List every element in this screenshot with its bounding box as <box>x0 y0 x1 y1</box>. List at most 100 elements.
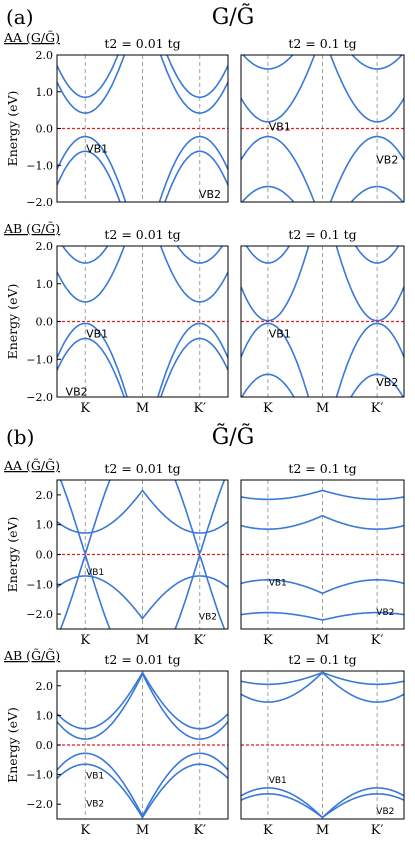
x-tick-label: M <box>316 633 329 648</box>
y-tick-label: −2.0 <box>26 608 53 621</box>
band-annotation: VB1 <box>269 328 291 341</box>
panel-6: t2 = 0.1 tg VB1 VB2 K M K′ <box>240 461 405 648</box>
panel-title: t2 = 0.1 tg <box>288 227 356 242</box>
panel-title: t2 = 0.1 tg <box>288 652 356 667</box>
x-tick-label: K′ <box>193 633 206 648</box>
panel-frame <box>240 670 405 820</box>
panel-title: t2 = 0.1 tg <box>288 36 356 51</box>
bands <box>57 55 228 202</box>
band-valence-3 <box>241 135 404 202</box>
band-annotation: VB2 <box>376 807 394 817</box>
band-conduction-2 <box>245 246 400 264</box>
band-annotation: VB1 <box>269 121 291 134</box>
x-tick-label: K′ <box>371 401 384 416</box>
panel-title: t2 = 0.01 tg <box>104 652 180 667</box>
section-a-label: (a) <box>6 5 34 29</box>
x-tick-label: M <box>136 633 149 648</box>
y-tick-label: 2.0 <box>36 489 54 502</box>
band-valence-3 <box>241 578 404 595</box>
x-tick-label: K′ <box>371 633 384 648</box>
panel-3: t2 = 0.01 tg VB1 VB2 2.0 1.0 0.0 −1.0 −2.0 Energ… <box>3 221 229 416</box>
x-tick-label: K′ <box>193 823 206 838</box>
band-annotation: VB1 <box>269 776 287 786</box>
x-tick-label: K <box>263 633 273 648</box>
band-conduction-1 <box>57 489 228 534</box>
y-axis-label: Energy (eV) <box>5 91 20 167</box>
band-valence-4 <box>241 373 404 397</box>
band-valence-3 <box>57 322 228 397</box>
row-label: AB (G̃/G̃) <box>3 648 60 663</box>
panel-frame <box>240 54 405 203</box>
band-annotation: VB2 <box>376 608 394 618</box>
y-tick-label: 2.0 <box>36 680 54 693</box>
band-crossing-3 <box>59 553 226 629</box>
band-conduction-2 <box>61 246 224 264</box>
band-valence-4 <box>241 185 404 202</box>
y-tick-label: 2.0 <box>36 49 54 62</box>
band-conduction-1 <box>57 246 228 303</box>
x-tick-label: K′ <box>371 823 384 838</box>
band-annotation: VB1 <box>86 328 108 341</box>
y-tick-label: 2.0 <box>36 240 54 253</box>
y-tick-label: 1.0 <box>36 86 54 99</box>
band-annotation: VB1 <box>86 143 108 156</box>
y-tick-label: 0.0 <box>36 739 54 752</box>
band-annotation: VB1 <box>86 772 104 782</box>
band-annotation: VB1 <box>86 568 104 578</box>
bands <box>241 489 404 621</box>
band-conduction-2 <box>242 55 403 70</box>
section-b-title: G̃/G̃ <box>212 424 255 450</box>
panel-title: t2 = 0.01 tg <box>104 461 180 476</box>
panel-1: t2 = 0.01 tg VB1 VB2 2.0 1.0 0.0 −1.0 −2.0 Energ… <box>3 30 229 209</box>
band-annotation: VB2 <box>376 376 398 389</box>
x-tick-label: K <box>263 401 273 416</box>
panel-frame <box>240 245 405 398</box>
x-tick-label: K′ <box>193 401 206 416</box>
row-label: AA (G̃/G̃) <box>3 458 60 473</box>
y-axis-label: Energy (eV) <box>5 284 20 360</box>
panel-4: t2 = 0.1 tg VB1 VB2 K M K′ <box>240 227 405 416</box>
band-annotation: VB2 <box>86 800 104 810</box>
x-tick-label: M <box>316 823 329 838</box>
bands <box>57 671 228 819</box>
y-tick-label: −2.0 <box>26 196 53 209</box>
y-tick-label: 0.0 <box>36 123 54 136</box>
row-label: AB (G/G̃) <box>3 221 60 236</box>
band-valence-4 <box>57 575 228 620</box>
band-annotation: VB2 <box>199 613 217 623</box>
band-annotation: VB2 <box>376 154 398 167</box>
y-axis-label: Energy (eV) <box>5 707 20 783</box>
row-label: AA (G/G̃) <box>3 30 60 45</box>
panel-title: t2 = 0.1 tg <box>288 461 356 476</box>
band-crossing-2 <box>59 480 226 556</box>
band-conduction-2 <box>57 55 228 99</box>
panel-title: t2 = 0.01 tg <box>104 227 180 242</box>
band-conduction-1 <box>57 55 228 114</box>
panel-8: t2 = 0.1 tg VB1 VB2 K M K′ <box>240 652 405 838</box>
bands <box>241 671 404 819</box>
band-annotation: VB2 <box>66 385 88 398</box>
y-tick-label: 1.0 <box>36 709 54 722</box>
bands <box>241 55 404 202</box>
y-tick-label: 1.0 <box>36 519 54 532</box>
panel-5: t2 = 0.01 tg VB1 VB2 2.0 1.0 0.0 −1.0 −2.0 Energ… <box>3 458 229 648</box>
band-valence-4 <box>57 150 228 202</box>
band-conduction-1 <box>241 55 404 123</box>
band-valence-3 <box>57 135 228 202</box>
panel-7: t2 = 0.01 tg VB1 VB2 2.0 1.0 0.0 −1.0 −2.0 Energ… <box>3 648 229 838</box>
band-valence-4 <box>57 763 228 819</box>
y-tick-label: 0.0 <box>36 549 54 562</box>
section-a-title: G/G̃ <box>212 4 255 30</box>
y-axis-label: Energy (eV) <box>5 517 20 593</box>
band-valence-4 <box>241 611 404 621</box>
band-valence-3 <box>241 322 404 397</box>
x-tick-label: K <box>80 823 90 838</box>
y-tick-label: −2.0 <box>26 798 53 811</box>
x-tick-label: K <box>80 401 90 416</box>
band-conduction-2 <box>241 514 404 531</box>
band-conduction-2 <box>57 671 228 730</box>
band-valence-4 <box>241 792 404 819</box>
band-annotation: VB1 <box>269 578 287 588</box>
y-tick-label: −1.0 <box>26 769 53 782</box>
